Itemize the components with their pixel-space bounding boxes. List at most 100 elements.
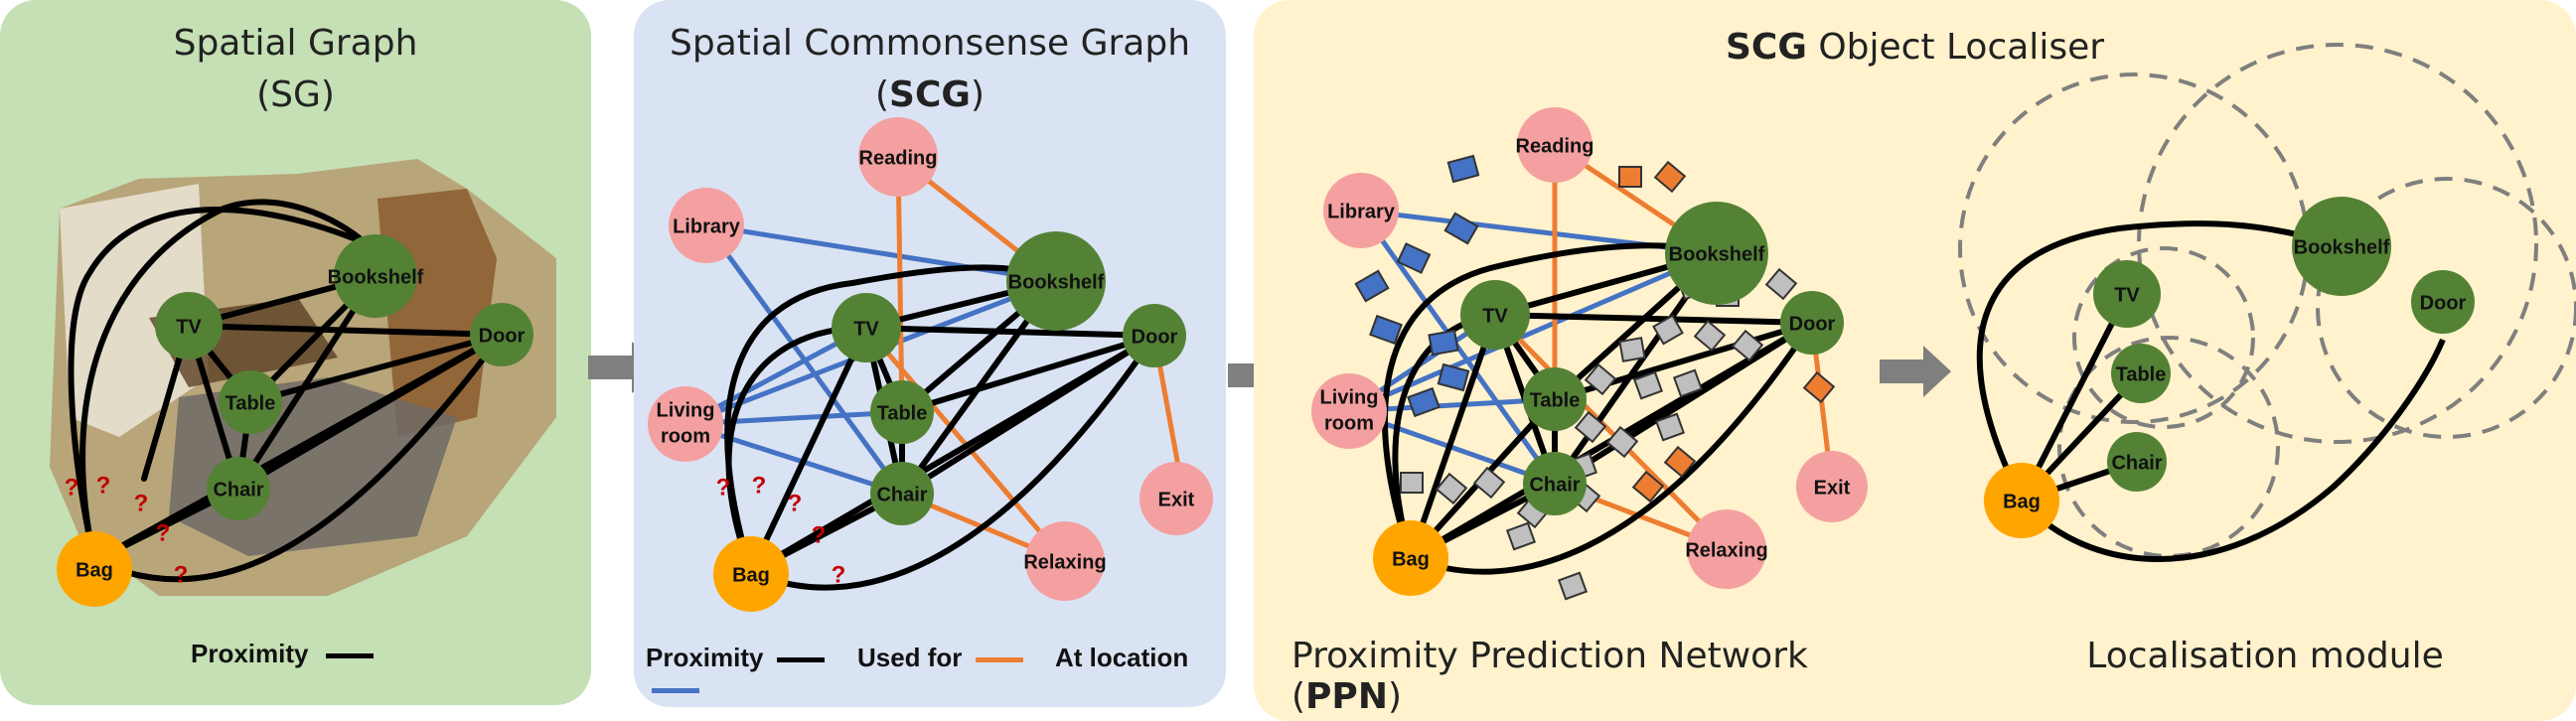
- legend-at-location-swatch: [652, 687, 699, 693]
- node-label-living-room-2: room: [1324, 412, 1374, 434]
- node-bookshelf: [334, 234, 417, 318]
- scg-legend: Proximity Used for At location: [646, 643, 1222, 704]
- node-label-tv: TV: [2114, 284, 2140, 306]
- node-label-living-room-2: room: [661, 425, 710, 447]
- node-living-room: [1311, 373, 1387, 449]
- ppn-nodes: Reading Library Bookshelf TV Door Living…: [1311, 107, 1868, 596]
- node-relaxing: [1687, 509, 1766, 589]
- legend-proximity-label: Proximity: [191, 639, 309, 668]
- ppn-graph: Reading Library Bookshelf TV Door Living…: [1311, 107, 1868, 601]
- node-label-chair: Chair: [1529, 474, 1580, 496]
- node-label-tv: TV: [853, 318, 879, 340]
- node-label-bag: Bag: [76, 559, 113, 581]
- question-mark: ?: [96, 472, 111, 499]
- legend-used-for-label: Used for: [856, 643, 963, 672]
- node-chair: [2107, 432, 2167, 492]
- scene-wall: [60, 184, 209, 437]
- node-table: [219, 370, 282, 434]
- localisation-graph: Bookshelf TV Door Table Chair Bag: [1958, 43, 2576, 562]
- node-library: [1323, 173, 1399, 248]
- node-chair: [870, 462, 934, 525]
- node-label-tv: TV: [176, 316, 202, 338]
- node-label-table: Table: [2116, 363, 2167, 385]
- node-label-door: Door: [2420, 292, 2467, 314]
- node-label-exit: Exit: [1158, 489, 1195, 510]
- node-label-bag: Bag: [2003, 491, 2041, 512]
- node-label-bookshelf: Bookshelf: [2294, 236, 2390, 258]
- node-library: [669, 188, 744, 263]
- node-bookshelf: [2292, 197, 2391, 296]
- legend-proximity-swatch: [776, 656, 825, 662]
- node-label-chair: Chair: [2111, 452, 2162, 474]
- envelope-icon: [1400, 267, 1798, 601]
- node-bag: [57, 531, 132, 607]
- node-reading: [1517, 107, 1592, 183]
- node-label-table: Table: [877, 402, 928, 424]
- question-mark: ?: [174, 561, 189, 588]
- question-mark: ?: [812, 521, 827, 548]
- node-door: [1780, 291, 1844, 355]
- node-label-reading: Reading: [859, 147, 938, 169]
- envelope-icon: [1354, 154, 1480, 418]
- node-label-relaxing: Relaxing: [1685, 539, 1767, 561]
- node-label-table: Table: [226, 392, 276, 414]
- node-living-room: [648, 386, 723, 462]
- node-relaxing: [1025, 521, 1105, 601]
- scg-graph: ? ? ? ? ? Reading Library Bookshelf TV D…: [648, 117, 1213, 612]
- sg-question-marks: ? ? ? ? ?: [65, 472, 189, 588]
- localisation-nodes: Bookshelf TV Door Table Chair Bag: [1984, 197, 2475, 538]
- node-label-door: Door: [1789, 313, 1836, 335]
- node-label-bookshelf: Bookshelf: [1669, 243, 1765, 265]
- node-label-chair: Chair: [876, 484, 927, 505]
- node-door: [470, 303, 533, 366]
- question-mark: ?: [65, 474, 79, 501]
- legend-proximity-label: Proximity: [646, 643, 764, 672]
- node-tv: [155, 292, 223, 360]
- question-mark: ?: [716, 474, 731, 501]
- node-label-door: Door: [1132, 326, 1178, 348]
- localiser-title: SCG Object Localiser: [1725, 27, 2105, 68]
- sg-title: Spatial Graph (SG): [173, 23, 418, 115]
- question-mark: ?: [788, 490, 803, 516]
- node-label-library: Library: [1327, 201, 1396, 222]
- question-mark: ?: [832, 561, 846, 588]
- localisation-caption: Localisation module: [2086, 636, 2444, 676]
- node-table: [870, 380, 934, 444]
- node-label-bag: Bag: [1392, 548, 1430, 570]
- sg-nodes: Bookshelf TV Door Table Chair Bag: [57, 234, 533, 607]
- node-tv: [2093, 260, 2161, 328]
- node-label-door: Door: [479, 325, 526, 347]
- node-bookshelf: [1006, 231, 1106, 331]
- node-label-bookshelf: Bookshelf: [1008, 271, 1105, 293]
- node-tv: [1460, 280, 1530, 350]
- node-tv: [832, 293, 901, 362]
- question-mark: ?: [134, 490, 149, 516]
- node-table: [1523, 367, 1587, 431]
- sg-graph: ? ? ? ? ? Bookshelf TV Door Table Chair …: [50, 159, 556, 607]
- node-bag: [1984, 463, 2059, 538]
- scg-title: Spatial Commonsense Graph (SCG): [669, 23, 1191, 115]
- legend-used-for-swatch: [975, 656, 1023, 662]
- arrow-right-icon: [1880, 346, 1951, 397]
- node-label-reading: Reading: [1516, 135, 1594, 157]
- ppn-caption: Proximity Prediction Network (PPN): [1291, 636, 1808, 717]
- legend-proximity-swatch: [325, 652, 374, 658]
- node-bag: [1373, 520, 1448, 596]
- scg-question-marks: ? ? ? ? ?: [716, 472, 846, 588]
- node-chair: [207, 457, 270, 520]
- node-exit: [1139, 462, 1213, 535]
- node-label-table: Table: [1530, 389, 1581, 411]
- node-chair: [1523, 452, 1587, 515]
- node-label-living-room-1: Living: [1320, 386, 1379, 408]
- legend-at-location-label: At location: [1054, 643, 1189, 672]
- node-table: [2111, 344, 2171, 403]
- node-label-living-room-1: Living: [657, 399, 715, 421]
- envelope-icon: [1618, 160, 1836, 504]
- node-label-library: Library: [673, 216, 741, 237]
- node-door: [2411, 270, 2475, 334]
- node-door: [1123, 304, 1186, 367]
- question-mark: ?: [752, 472, 767, 499]
- node-label-relaxing: Relaxing: [1023, 551, 1106, 573]
- node-bag: [713, 536, 789, 612]
- node-label-bookshelf: Bookshelf: [328, 266, 424, 288]
